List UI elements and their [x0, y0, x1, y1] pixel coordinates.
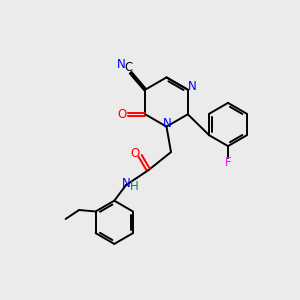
Text: N: N [163, 116, 172, 130]
Text: N: N [117, 58, 126, 71]
Text: N: N [188, 80, 196, 93]
Text: C: C [124, 61, 133, 74]
Text: H: H [129, 180, 138, 193]
Text: O: O [118, 108, 127, 121]
Text: N: N [122, 177, 130, 190]
Text: F: F [225, 156, 231, 169]
Text: O: O [130, 147, 140, 160]
